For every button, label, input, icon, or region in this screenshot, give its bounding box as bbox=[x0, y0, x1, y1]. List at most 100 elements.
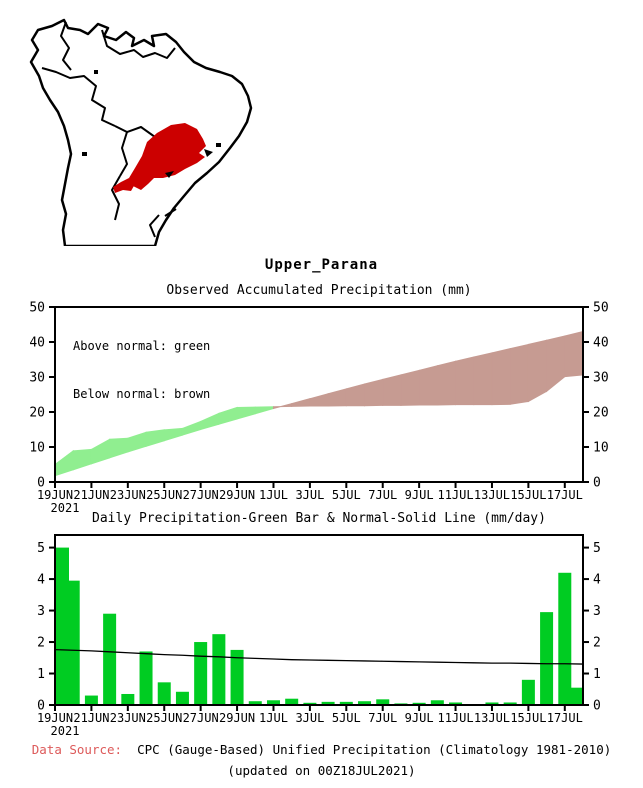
daily-bar bbox=[339, 701, 353, 705]
x-tick-label: 29JUN bbox=[219, 711, 255, 725]
area-band-segment bbox=[527, 339, 548, 403]
area-band-segment bbox=[364, 378, 384, 407]
area-band-segment bbox=[127, 431, 147, 453]
area-band-segment bbox=[145, 429, 165, 447]
y-tick-label: 4 bbox=[37, 573, 45, 588]
x-tick-label: 3JUL bbox=[295, 488, 324, 502]
daily-bar bbox=[66, 580, 80, 705]
daily-bar bbox=[569, 687, 582, 705]
accumulated-precipitation-chart: 0 0 10 10 20 20 30 30 40 40 50 50 19JUN 21JUN 23JUN 25J… bbox=[29, 301, 609, 516]
x-axis-year-label: 2021 bbox=[51, 501, 80, 515]
daily-bar bbox=[430, 700, 444, 705]
map-terrain-specks bbox=[82, 70, 221, 178]
daily-bar bbox=[175, 691, 189, 705]
x-tick-label: 11JUL bbox=[437, 488, 473, 502]
daily-bar bbox=[212, 634, 226, 705]
area-band-segment bbox=[291, 398, 311, 407]
y-tick-label: 5 bbox=[37, 541, 45, 556]
area-band-segment bbox=[90, 438, 111, 465]
daily-bar bbox=[303, 702, 317, 705]
x-tick-label: 1JUL bbox=[259, 711, 288, 725]
x-tick-label: 5JUL bbox=[332, 711, 361, 725]
area-band-segment bbox=[455, 356, 475, 406]
x-axis-year-label: 2021 bbox=[51, 724, 80, 736]
x-tick-label: 27JUN bbox=[183, 711, 219, 725]
y-tick-label: 0 bbox=[593, 699, 601, 714]
country-borders bbox=[41, 21, 177, 238]
data-source-label: Data Source: bbox=[31, 742, 123, 757]
area-band-segment bbox=[436, 360, 457, 406]
y-tick-label: 3 bbox=[593, 604, 601, 619]
area-band-segment bbox=[382, 374, 402, 406]
area-band-segment bbox=[72, 448, 92, 471]
y-tick-label: 0 bbox=[37, 476, 45, 491]
y-tick-label: 10 bbox=[593, 441, 609, 456]
x-tick-label: 17JUL bbox=[547, 488, 583, 502]
x-tick-label: 25JUN bbox=[146, 711, 182, 725]
daily-chart-title: Daily Precipitation-Green Bar & Normal-S… bbox=[92, 511, 546, 526]
daily-bar bbox=[321, 701, 335, 705]
y-tick-label: 40 bbox=[593, 336, 609, 351]
daily-bar bbox=[558, 572, 572, 705]
x-tick-label: 27JUN bbox=[183, 488, 219, 502]
area-band-segment bbox=[491, 348, 511, 406]
y-tick-label: 10 bbox=[29, 441, 45, 456]
area-band-segment bbox=[309, 393, 329, 407]
daily-bar bbox=[103, 613, 117, 705]
updated-line: (updated on 00Z18JUL2021) bbox=[227, 763, 416, 778]
spacer bbox=[122, 742, 137, 757]
x-tick-label: 15JUL bbox=[510, 488, 546, 502]
x-tick-label: 17JUL bbox=[547, 711, 583, 725]
area-band-segment bbox=[546, 335, 566, 393]
x-tick-label: 7JUL bbox=[368, 711, 397, 725]
daily-bar bbox=[194, 642, 208, 705]
footer: Data Source: CPC (Gauge-Based) Unified P… bbox=[0, 739, 643, 781]
area-band-segment bbox=[254, 406, 274, 415]
y-tick-label: 30 bbox=[29, 371, 45, 386]
y-tick-label: 2 bbox=[593, 636, 601, 651]
x-tick-label: 15JUL bbox=[510, 711, 546, 725]
daily-bar bbox=[521, 679, 535, 705]
x-tick-label: 19JUN bbox=[37, 488, 73, 502]
area-band-segment bbox=[163, 427, 183, 442]
daily-bar bbox=[285, 698, 299, 705]
x-tick-label: 3JUL bbox=[295, 711, 324, 725]
daily-bar bbox=[84, 695, 98, 705]
area-band-segment bbox=[181, 420, 202, 436]
daily-precipitation-chart: 0 0 1 1 2 2 3 3 4 4 5 5 19JUN 21JUN 23JUN 25JUN 27JUN 29J… bbox=[37, 534, 601, 736]
accumulated-chart-title: Observed Accumulated Precipitation (mm) bbox=[166, 283, 472, 298]
plot-frame bbox=[54, 306, 584, 483]
y-tick-label: 50 bbox=[593, 301, 609, 316]
x-tick-label: 9JUL bbox=[405, 488, 434, 502]
daily-bar bbox=[376, 699, 390, 705]
y-tick-label: 2 bbox=[37, 636, 45, 651]
daily-bar bbox=[412, 702, 426, 705]
daily-bar bbox=[449, 702, 463, 705]
area-band-segment bbox=[345, 383, 366, 407]
x-tick-label: 21JUN bbox=[73, 488, 109, 502]
x-tick-label: 13JUL bbox=[474, 711, 510, 725]
daily-bar bbox=[485, 702, 499, 705]
area-band-segment bbox=[272, 402, 293, 410]
y-tick-label: 3 bbox=[37, 604, 45, 619]
daily-bar bbox=[139, 651, 153, 705]
x-tick-label: 13JUL bbox=[474, 488, 510, 502]
daily-bar bbox=[157, 682, 171, 705]
area-band-segment bbox=[327, 388, 347, 407]
y-tick-label: 40 bbox=[29, 336, 45, 351]
area-band-segment bbox=[509, 343, 529, 405]
x-tick-label: 25JUN bbox=[146, 488, 182, 502]
daily-bar bbox=[121, 693, 135, 705]
page-title: Upper_Parana bbox=[264, 257, 379, 273]
chart-legend: Above normal: green Below normal: brown bbox=[73, 306, 210, 418]
daily-bar bbox=[540, 612, 554, 705]
y-tick-label: 4 bbox=[593, 573, 601, 588]
area-band-segment bbox=[218, 406, 238, 425]
x-tick-label: 1JUL bbox=[259, 488, 288, 502]
data-source-line: Data Source: CPC (Gauge-Based) Unified P… bbox=[0, 739, 643, 760]
x-tick-label: 23JUN bbox=[110, 711, 146, 725]
x-tick-label: 19JUN bbox=[37, 711, 73, 725]
x-tick-label: 11JUL bbox=[437, 711, 473, 725]
y-tick-label: 30 bbox=[593, 371, 609, 386]
data-source-text: CPC (Gauge-Based) Unified Precipitation … bbox=[137, 742, 612, 757]
